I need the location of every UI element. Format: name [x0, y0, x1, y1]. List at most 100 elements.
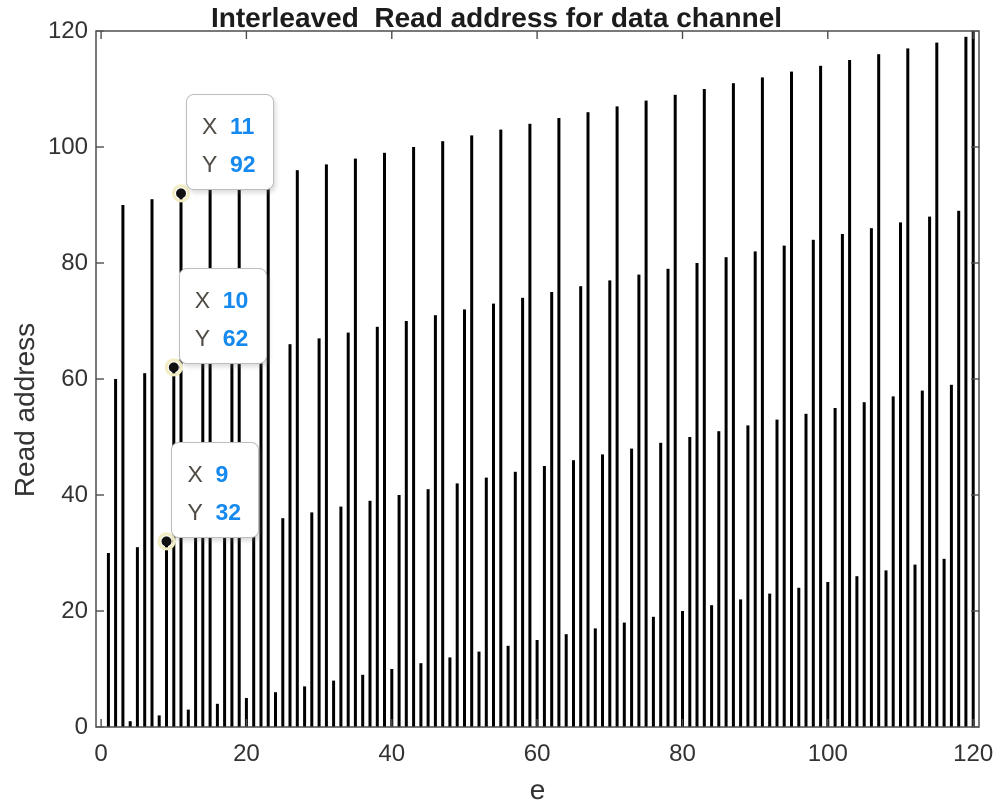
- datatip-box[interactable]: X 11 Y 92: [186, 94, 275, 191]
- stem-bar[interactable]: [361, 674, 365, 727]
- stem-bar[interactable]: [564, 634, 568, 727]
- datatip-anchor-dot[interactable]: [176, 188, 186, 199]
- stem-bar[interactable]: [295, 170, 299, 727]
- stem-bar[interactable]: [644, 100, 648, 728]
- stem-bar[interactable]: [593, 628, 597, 727]
- stem-bar[interactable]: [535, 640, 539, 727]
- stem-bar[interactable]: [397, 495, 401, 727]
- stem-bar[interactable]: [637, 274, 641, 727]
- stem-bar[interactable]: [862, 402, 866, 727]
- stem-bar[interactable]: [368, 500, 372, 727]
- stem-bar[interactable]: [433, 315, 437, 727]
- datatip-box[interactable]: X 9 Y 32: [171, 442, 260, 539]
- stem-bar[interactable]: [753, 251, 757, 727]
- stem-bar[interactable]: [121, 205, 125, 727]
- stem-bar[interactable]: [521, 297, 525, 727]
- stem-bar[interactable]: [557, 118, 561, 727]
- stem-bar[interactable]: [128, 721, 132, 727]
- datatip-anchor-dot[interactable]: [168, 362, 179, 373]
- stem-bar[interactable]: [165, 541, 168, 727]
- stem-bar[interactable]: [194, 535, 198, 727]
- stem-bar[interactable]: [630, 448, 634, 727]
- stem-bar[interactable]: [920, 390, 924, 727]
- stem-bar[interactable]: [615, 106, 619, 727]
- stem-bar[interactable]: [157, 715, 161, 727]
- stem-bar[interactable]: [819, 65, 823, 728]
- stem-bar[interactable]: [317, 338, 321, 727]
- stem-bar[interactable]: [186, 709, 190, 727]
- stem-bar[interactable]: [259, 350, 263, 727]
- stem-bar[interactable]: [935, 42, 939, 728]
- stem-bar[interactable]: [332, 680, 336, 727]
- stem-bar[interactable]: [223, 529, 227, 727]
- stem-bar[interactable]: [797, 587, 801, 727]
- stem-bar[interactable]: [651, 616, 655, 727]
- stem-bar[interactable]: [877, 54, 881, 727]
- stem-bar[interactable]: [513, 471, 517, 727]
- stem-bar[interactable]: [506, 645, 510, 727]
- stem-bar[interactable]: [528, 123, 532, 728]
- stem-bar[interactable]: [964, 36, 968, 728]
- stem-bar[interactable]: [288, 344, 292, 727]
- stem-bar[interactable]: [957, 210, 961, 728]
- stem-bar[interactable]: [339, 506, 343, 727]
- stem-bar[interactable]: [244, 698, 248, 727]
- stem-bar[interactable]: [586, 112, 590, 727]
- stem-bar[interactable]: [790, 71, 793, 728]
- stem-bar[interactable]: [281, 518, 285, 727]
- stem-bar[interactable]: [782, 245, 786, 727]
- stem-bar[interactable]: [840, 234, 844, 727]
- stem-bar[interactable]: [492, 303, 495, 727]
- stem-bar[interactable]: [731, 83, 735, 727]
- stem-bar[interactable]: [710, 605, 714, 727]
- stem-bar[interactable]: [172, 367, 176, 727]
- stem-bar[interactable]: [441, 141, 445, 727]
- stem-bar[interactable]: [775, 419, 779, 727]
- stem-bar[interactable]: [702, 89, 706, 727]
- stem-bar[interactable]: [201, 361, 205, 727]
- stem-bar[interactable]: [746, 425, 750, 727]
- stem-bar[interactable]: [739, 599, 743, 727]
- stem-bar[interactable]: [949, 384, 953, 727]
- stem-bar[interactable]: [688, 437, 692, 727]
- stem-bar[interactable]: [455, 483, 459, 727]
- stem-bar[interactable]: [230, 355, 234, 727]
- stem-bar[interactable]: [928, 216, 932, 727]
- stem-bar[interactable]: [608, 280, 612, 727]
- stem-bar[interactable]: [419, 663, 423, 727]
- stem-bar[interactable]: [404, 321, 408, 727]
- stem-bar[interactable]: [659, 442, 663, 727]
- stem-bar[interactable]: [833, 408, 837, 727]
- stem-bar[interactable]: [150, 199, 154, 727]
- stem-bar[interactable]: [579, 286, 583, 727]
- stem-bar[interactable]: [899, 222, 902, 727]
- stem-bar[interactable]: [891, 396, 895, 727]
- stem-bar[interactable]: [252, 524, 256, 727]
- stem-bar[interactable]: [760, 77, 764, 727]
- datatip-anchor-dot[interactable]: [161, 536, 172, 547]
- stem-bar[interactable]: [383, 152, 386, 728]
- stem-bar[interactable]: [826, 582, 830, 727]
- stem-bar[interactable]: [542, 466, 546, 727]
- stem-bar[interactable]: [114, 379, 118, 727]
- stem-bar[interactable]: [666, 268, 670, 727]
- stem-series[interactable]: [106, 31, 975, 728]
- stem-bar[interactable]: [855, 576, 859, 727]
- stem-bar[interactable]: [811, 239, 815, 728]
- stem-bar[interactable]: [353, 158, 357, 728]
- stem-bar[interactable]: [426, 489, 430, 727]
- datatip-box[interactable]: X 10 Y 62: [178, 268, 267, 365]
- stem-bar[interactable]: [906, 48, 910, 727]
- stem-bar[interactable]: [717, 431, 721, 727]
- stem-bar[interactable]: [913, 564, 917, 727]
- stem-bar[interactable]: [303, 686, 307, 727]
- stem-bar[interactable]: [463, 309, 466, 727]
- stem-bar[interactable]: [266, 176, 270, 727]
- stem-bar[interactable]: [601, 454, 604, 727]
- stem-bar[interactable]: [375, 326, 379, 727]
- stem-bar[interactable]: [106, 553, 110, 727]
- stem-bar[interactable]: [310, 512, 314, 727]
- stem-bar[interactable]: [804, 413, 808, 727]
- stem-bar[interactable]: [477, 651, 481, 727]
- stem-bar[interactable]: [673, 94, 677, 728]
